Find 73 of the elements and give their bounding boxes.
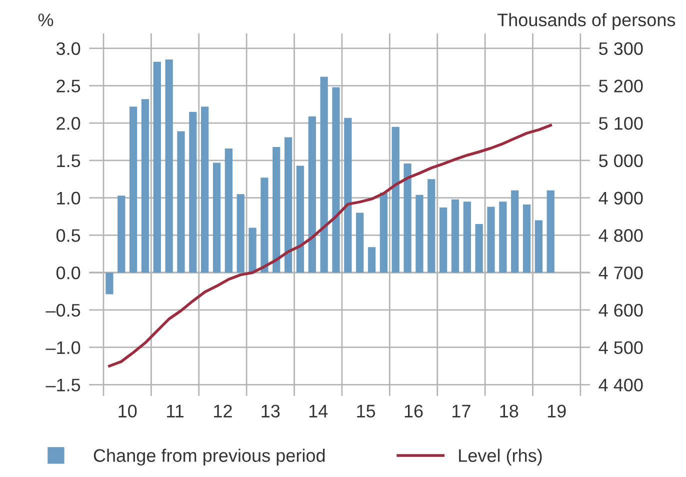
- x-tick-label: 18: [500, 404, 518, 418]
- y-tick-label: 2.0: [56, 117, 80, 130]
- x-tick-label: 15: [357, 404, 376, 418]
- x-tick-label: 17: [452, 404, 470, 418]
- bar: [475, 224, 483, 273]
- bar: [428, 179, 436, 273]
- bar: [392, 126, 400, 273]
- bar: [272, 147, 280, 273]
- bar: [224, 148, 232, 273]
- bar: [118, 196, 126, 273]
- y2-tick-label: 5 100: [599, 117, 643, 130]
- bar: [344, 118, 352, 273]
- y-tick-label: –0.5: [46, 304, 80, 317]
- legend-label: Change from previous period: [94, 448, 325, 466]
- bar: [165, 60, 173, 273]
- x-tick-label: 10: [118, 404, 137, 418]
- y2-tick-label: 4 400: [598, 378, 643, 392]
- bar: [368, 247, 376, 273]
- y-tick-label: –1.5: [46, 378, 80, 392]
- y2-tick-label: 4 600: [598, 304, 643, 317]
- bar: [332, 87, 340, 273]
- bar: [201, 106, 209, 273]
- bar: [236, 194, 244, 273]
- y-tick-label: 0.0: [56, 266, 80, 280]
- bar: [546, 190, 554, 273]
- bar: [248, 228, 256, 273]
- y2-tick-label: 4 900: [598, 192, 643, 205]
- bar: [499, 202, 507, 273]
- bar: [451, 199, 460, 273]
- bar: [177, 131, 185, 273]
- bar: [522, 204, 531, 273]
- y2-tick-label: 5 200: [599, 80, 643, 92]
- bar: [284, 137, 292, 273]
- bar: [356, 212, 364, 273]
- bar: [129, 106, 138, 273]
- y2-tick-label: 4 500: [598, 341, 643, 354]
- bar: [320, 76, 328, 273]
- x-tick-label: 16: [404, 404, 423, 418]
- bar: [189, 112, 197, 273]
- bar: [463, 202, 471, 273]
- y-tick-label: 1.0: [57, 192, 80, 205]
- x-tick-label: 13: [262, 404, 280, 418]
- bar: [511, 190, 519, 273]
- x-tick-label: 14: [309, 404, 328, 418]
- bar: [404, 163, 412, 273]
- bar: [153, 62, 161, 273]
- bar: [534, 220, 543, 273]
- bar: [380, 192, 388, 273]
- line-series: [108, 124, 552, 368]
- y-tick-label: 3.0: [56, 42, 80, 56]
- bar: [416, 194, 424, 273]
- bar: [141, 99, 150, 273]
- bar: [308, 116, 316, 273]
- bar: [212, 162, 221, 273]
- x-tick-label: 12: [214, 404, 232, 418]
- bar: [487, 206, 495, 273]
- y-tick-label: 0.5: [56, 229, 80, 242]
- x-tick-label: 19: [548, 404, 566, 418]
- y-tick-label: 1.5: [57, 154, 80, 168]
- y-axis-title: %: [38, 14, 54, 26]
- bar: [260, 178, 268, 273]
- y2-tick-label: 5 000: [599, 154, 643, 168]
- legend-label: Level (rhs): [459, 448, 542, 466]
- y2-tick-label: 5 300: [599, 42, 643, 56]
- bar: [296, 166, 304, 273]
- y2-axis-title: Thousands of persons: [497, 13, 676, 30]
- bar: [106, 272, 114, 294]
- x-tick-label: 11: [167, 404, 184, 418]
- bar: [439, 208, 448, 273]
- y2-tick-label: 4 700: [598, 266, 643, 280]
- y2-tick-label: 4 800: [598, 229, 643, 242]
- y-tick-label: 2.5: [56, 80, 80, 92]
- y-tick-label: –1.0: [46, 341, 80, 354]
